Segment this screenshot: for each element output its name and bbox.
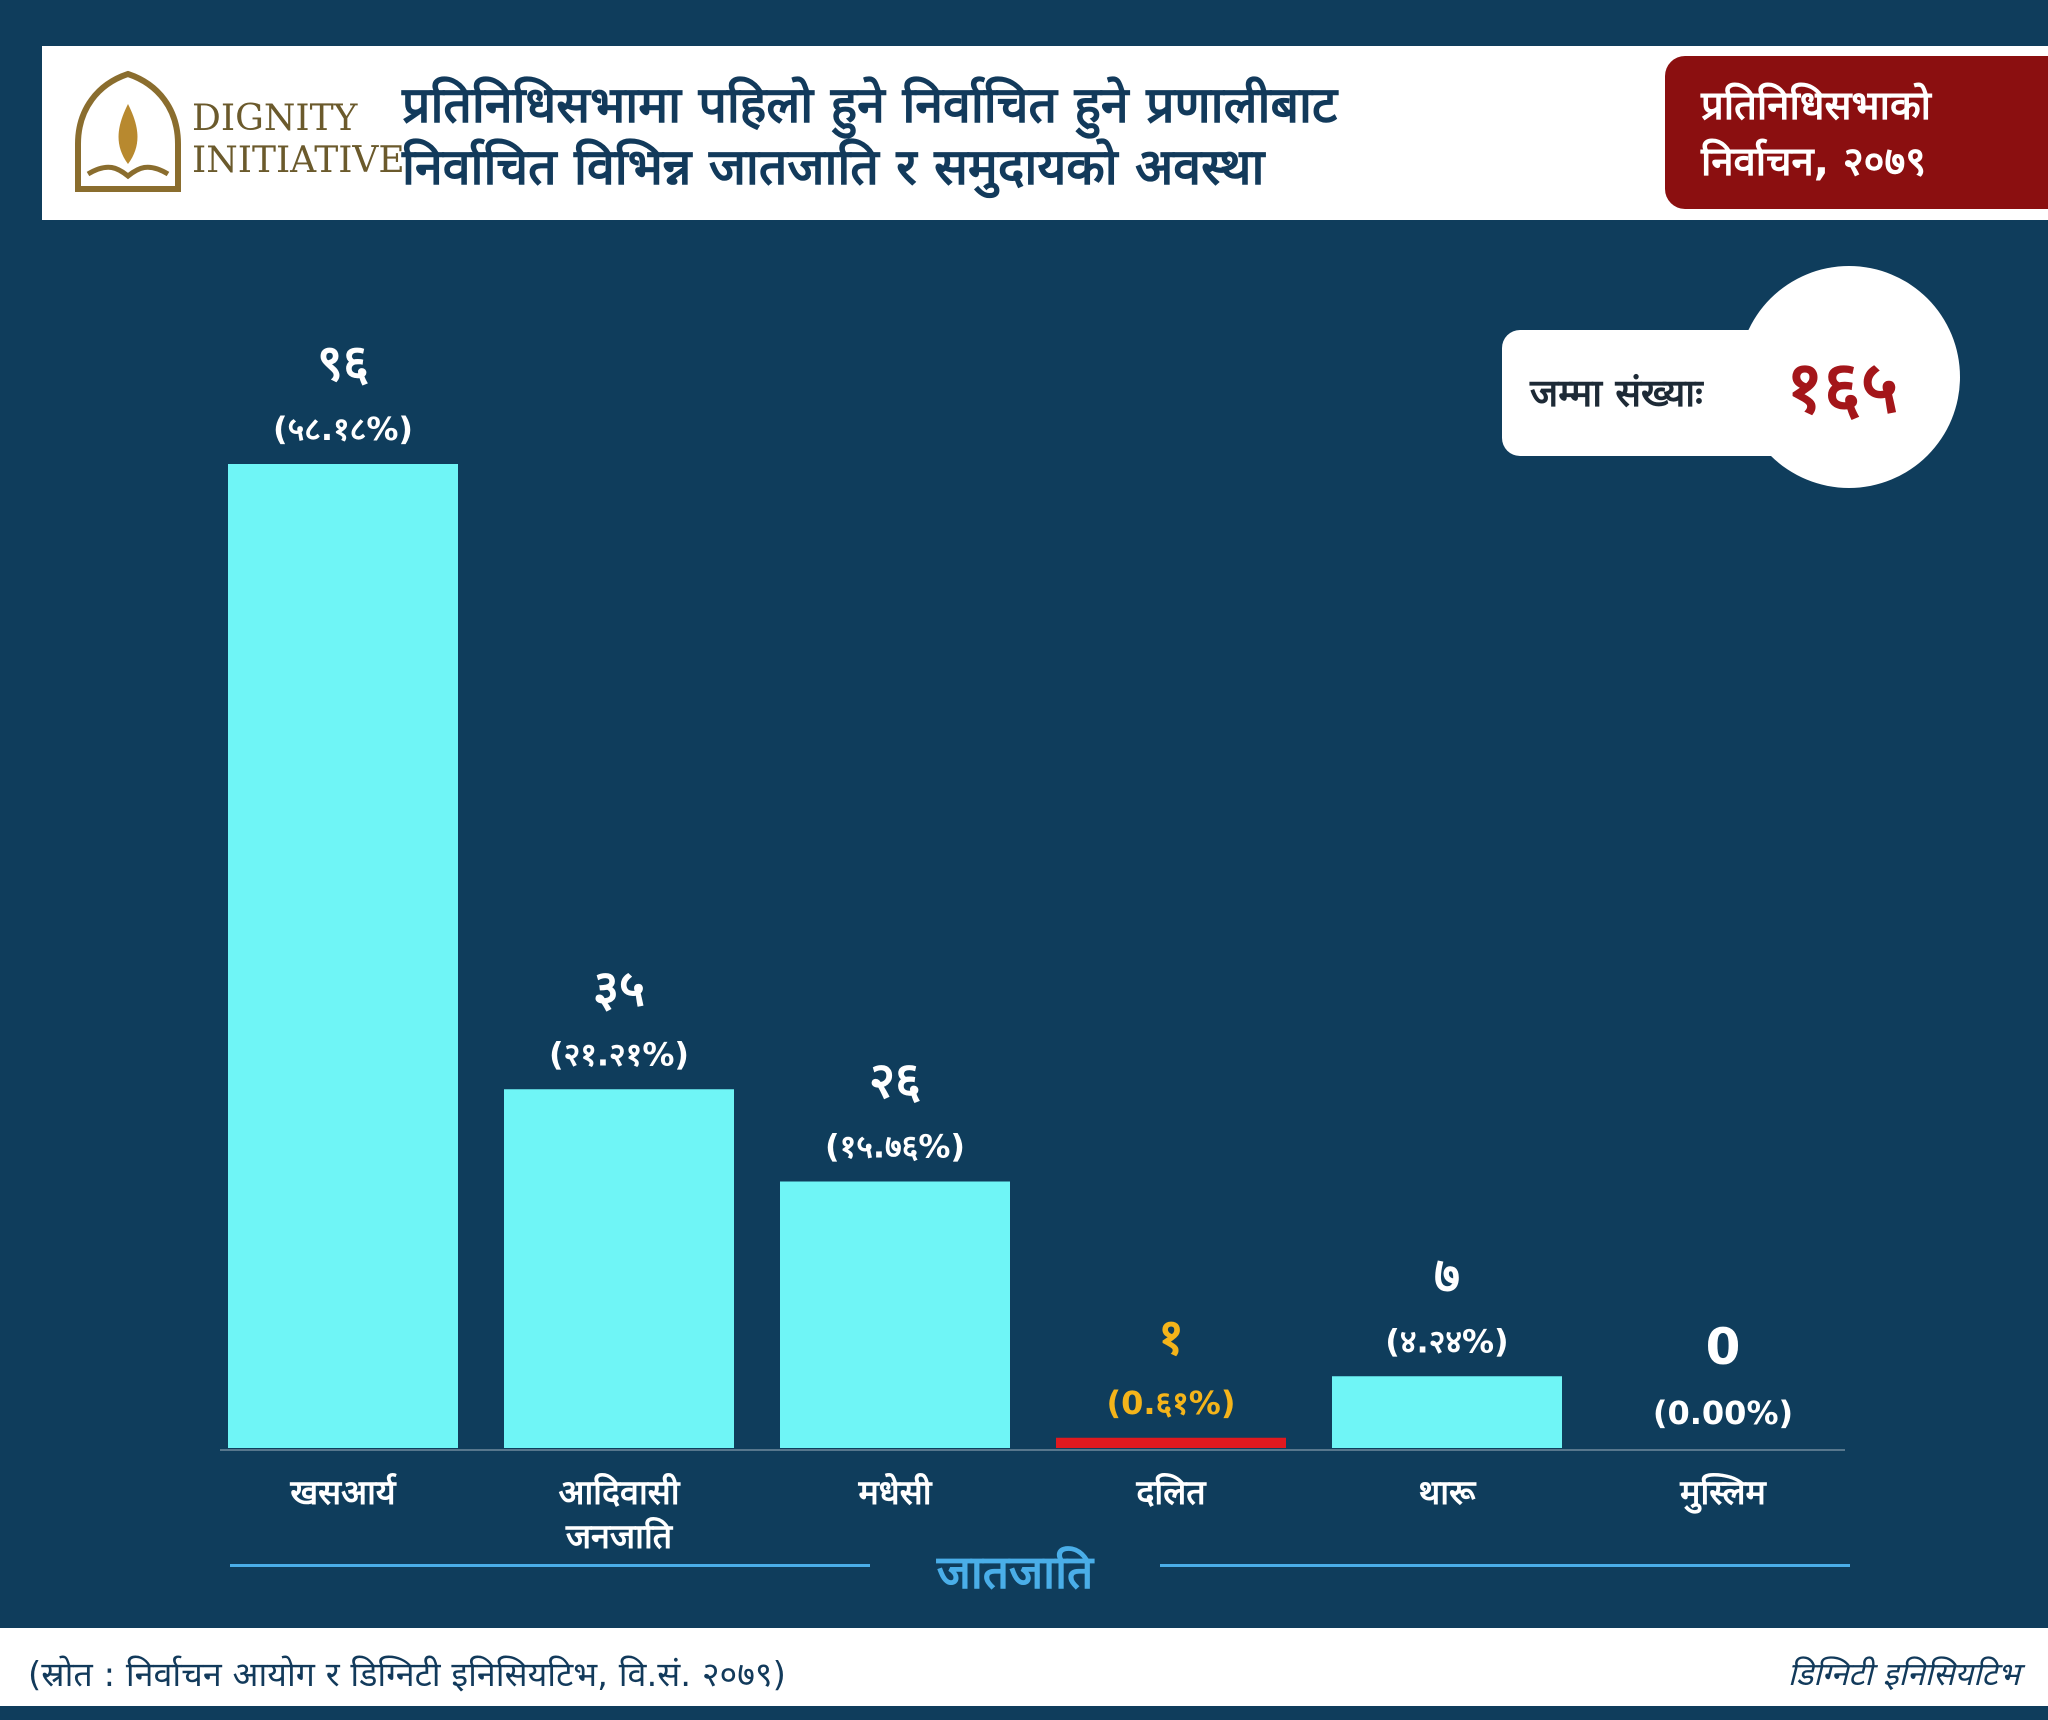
title-line-1: प्रतिनिधिसभामा पहिलो हुने निर्वाचित हुने… — [402, 76, 1338, 134]
footer: (स्रोत : निर्वाचन आयोग र डिग्निटी इनिसिय… — [0, 1628, 2048, 1720]
category-label-2-0: मधेसी — [857, 1472, 932, 1513]
source-note: (स्रोत : निर्वाचन आयोग र डिग्निटी इनिसिय… — [28, 1655, 786, 1695]
percent-label-0: (५८.१८%) — [273, 410, 413, 448]
title-line-2: निर्वाचित विभिन्न जातजाति र समुदायको अवस… — [402, 138, 1265, 196]
value-label-2: २६ — [869, 1052, 921, 1110]
axis-rule-right — [1160, 1564, 1850, 1567]
logo-text-line1: DIGNITY — [192, 98, 358, 139]
bar-0 — [228, 464, 458, 1448]
page-title: प्रतिनिधिसभामा पहिलो हुने निर्वाचित हुने… — [402, 74, 1622, 198]
axis-rule-left — [230, 1564, 870, 1567]
percent-label-4: (४.२४%) — [1385, 1322, 1508, 1360]
category-label-5-0: मुस्लिम — [1679, 1472, 1767, 1514]
category-label-1-1: जनजाति — [565, 1516, 674, 1557]
footer-stripe — [0, 1706, 2048, 1720]
category-label-3-0: दलित — [1135, 1472, 1207, 1513]
bar-1 — [504, 1089, 734, 1448]
total-pill — [1502, 330, 1832, 456]
election-badge: प्रतिनिधिसभाको निर्वाचन, २०७९ — [1665, 56, 2048, 209]
category-label-0-0: खसआर्य — [289, 1472, 397, 1513]
logo-text-line2: INITIATIVE — [192, 140, 405, 181]
badge-line-2: निर्वाचन, २०७९ — [1701, 139, 1927, 185]
percent-label-1: (२१.२१%) — [549, 1035, 689, 1073]
bar-3 — [1056, 1437, 1286, 1448]
bar-4 — [1332, 1376, 1562, 1448]
total-value: १६५ — [1786, 345, 1899, 429]
value-label-4: ७ — [1434, 1246, 1460, 1304]
category-label-1-0: आदिवासी — [558, 1472, 680, 1513]
logo-text: DIGNITY INITIATIVE — [192, 98, 405, 182]
badge-line-1: प्रतिनिधिसभाको — [1701, 83, 1932, 129]
bar-2 — [780, 1181, 1010, 1448]
value-label-3: १ — [1158, 1308, 1184, 1366]
value-label-1: ३५ — [593, 959, 645, 1017]
percent-label-5: (0.00%) — [1653, 1394, 1793, 1432]
percent-label-3: (0.६१%) — [1106, 1384, 1235, 1422]
x-axis-title: जातजाति — [936, 1545, 1094, 1599]
value-label-5: 0 — [1706, 1318, 1741, 1376]
footer-brand: डिग्निटी इनिसियटिभ — [1787, 1655, 2020, 1693]
dignity-logo-icon — [75, 70, 181, 192]
category-label-4-0: थारू — [1419, 1473, 1478, 1513]
value-label-0: ९६ — [317, 334, 369, 392]
percent-label-2: (१५.७६%) — [825, 1128, 965, 1166]
total-label: जम्मा संख्याः — [1530, 371, 1703, 415]
